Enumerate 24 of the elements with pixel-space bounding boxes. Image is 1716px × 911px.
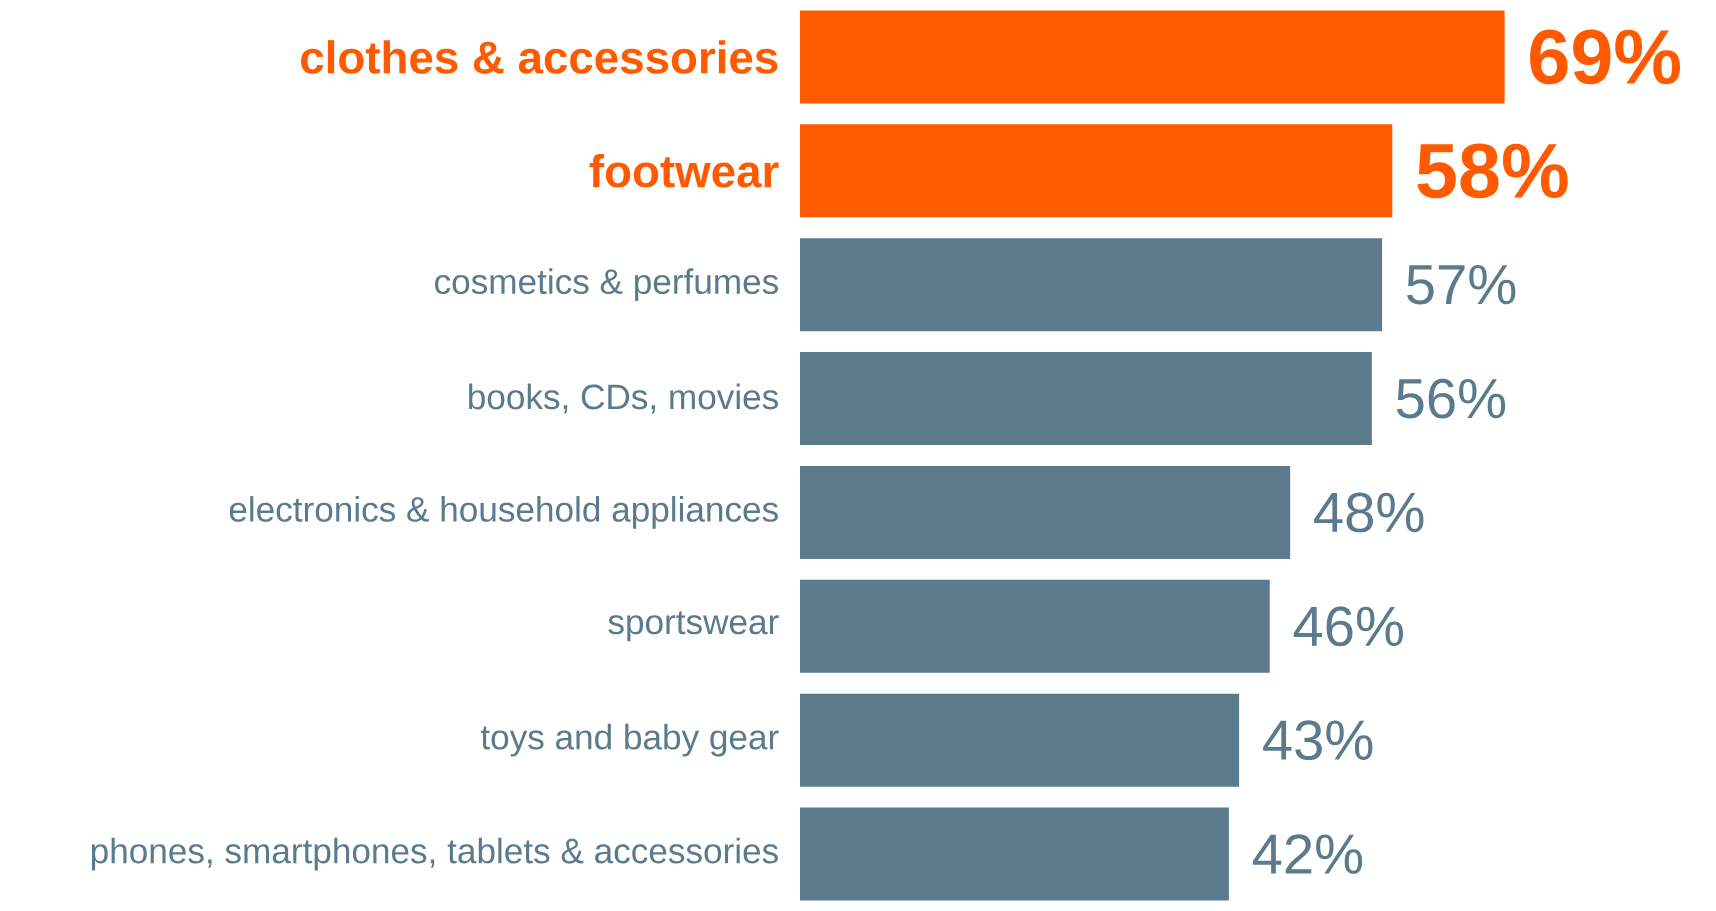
y-tick-label: books, CDs, movies: [469, 383, 778, 414]
bar: [800, 124, 1393, 218]
y-tick-label: cosmetics & perfumes: [435, 268, 778, 302]
data-label: 56%: [1396, 378, 1506, 419]
y-tick-label: sportswear: [608, 611, 779, 642]
y-tick-label: electronics & household appliances: [229, 496, 778, 529]
data-label: 43%: [1263, 720, 1373, 761]
data-label: 69%: [1530, 29, 1681, 85]
bar: [800, 465, 1291, 559]
data-label: 57%: [1407, 264, 1516, 305]
bar: [800, 579, 1270, 673]
bar: [800, 238, 1383, 332]
y-tick-label: clothes & accessories: [301, 40, 778, 74]
bar: [800, 10, 1505, 104]
bar: [800, 807, 1229, 901]
data-label: 46%: [1293, 606, 1404, 647]
bar: [800, 352, 1372, 446]
data-label: 48%: [1314, 492, 1424, 533]
y-tick-label: footwear: [589, 154, 779, 188]
data-label: 42%: [1252, 834, 1363, 874]
data-label: 58%: [1417, 143, 1568, 199]
y-tick-label: toys and baby gear: [480, 723, 779, 757]
bar: [800, 693, 1240, 787]
y-tick-label: phones, smartphones, tablets & accessories: [91, 837, 778, 871]
